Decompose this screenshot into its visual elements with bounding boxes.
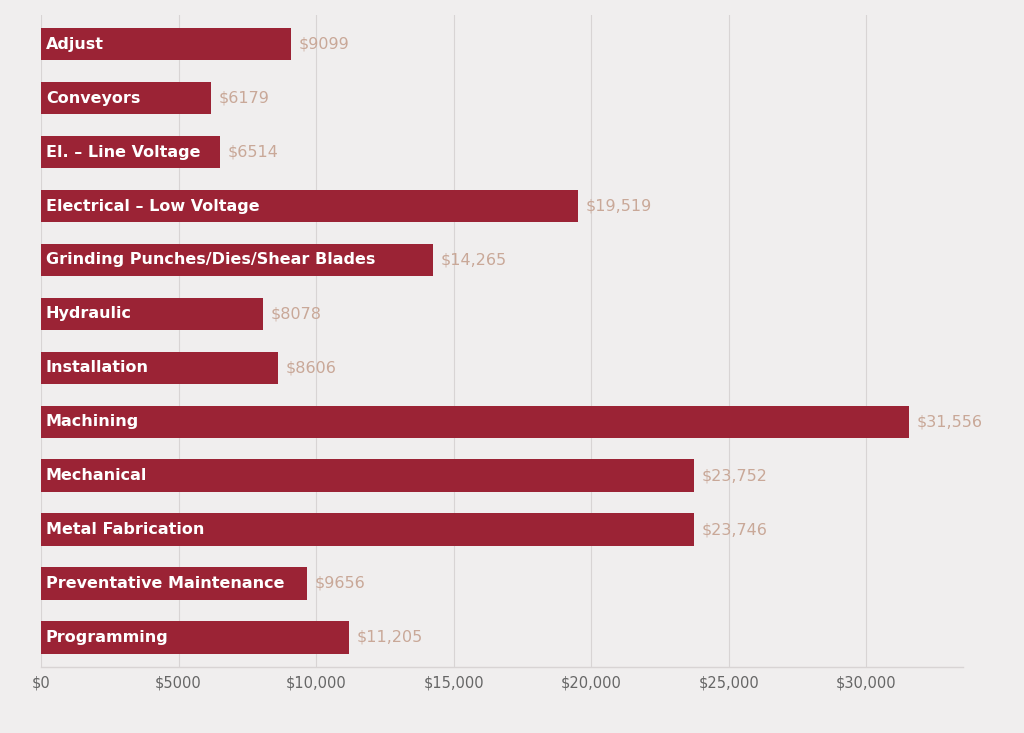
Text: $14,265: $14,265: [441, 252, 507, 268]
Bar: [41, 190, 578, 222]
Bar: [41, 405, 909, 438]
Text: Mechanical: Mechanical: [46, 468, 147, 483]
Bar: [41, 298, 263, 330]
Text: Preventative Maintenance: Preventative Maintenance: [46, 576, 285, 591]
Text: Grinding Punches/Dies/Shear Blades: Grinding Punches/Dies/Shear Blades: [46, 252, 375, 268]
Text: $9099: $9099: [299, 37, 350, 52]
Text: $31,556: $31,556: [916, 414, 983, 430]
Bar: [41, 244, 433, 276]
Text: $19,519: $19,519: [586, 199, 652, 213]
Bar: [41, 460, 694, 492]
Text: Adjust: Adjust: [46, 37, 103, 52]
Text: $8606: $8606: [286, 361, 336, 375]
Text: $6514: $6514: [228, 144, 279, 160]
Text: $9656: $9656: [314, 576, 365, 591]
Text: $8078: $8078: [271, 306, 322, 321]
Bar: [41, 136, 220, 169]
Text: Conveyors: Conveyors: [46, 91, 140, 106]
Bar: [41, 28, 291, 61]
Text: Electrical – Low Voltage: Electrical – Low Voltage: [46, 199, 259, 213]
Text: Hydraulic: Hydraulic: [46, 306, 132, 321]
Bar: [41, 567, 306, 600]
Text: Programming: Programming: [46, 630, 169, 645]
Bar: [41, 82, 211, 114]
Text: El. – Line Voltage: El. – Line Voltage: [46, 144, 201, 160]
Text: Installation: Installation: [46, 361, 148, 375]
Bar: [41, 621, 349, 654]
Text: $23,746: $23,746: [701, 522, 768, 537]
Text: Machining: Machining: [46, 414, 139, 430]
Text: Metal Fabrication: Metal Fabrication: [46, 522, 204, 537]
Bar: [41, 352, 278, 384]
Text: $6179: $6179: [219, 91, 269, 106]
Bar: [41, 513, 694, 546]
Text: $23,752: $23,752: [702, 468, 768, 483]
Text: $11,205: $11,205: [357, 630, 423, 645]
